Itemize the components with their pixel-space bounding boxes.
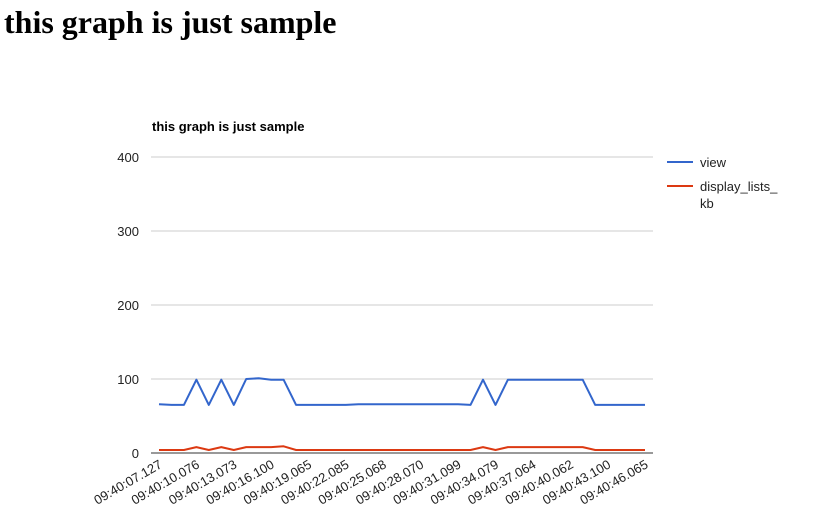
y-tick-label: 400	[117, 150, 139, 165]
page-heading: this graph is just sample	[4, 4, 337, 40]
series-line-view	[158, 377, 645, 406]
legend: view display_lists_ kb	[667, 155, 778, 211]
y-tick-label: 100	[117, 372, 139, 387]
y-tick-label: 300	[117, 224, 139, 239]
y-tick-label: 0	[132, 446, 139, 461]
y-tick-label: 200	[117, 298, 139, 313]
chart-title: this graph is just sample	[152, 119, 304, 134]
legend-label-display-lists-kb-cont: kb	[700, 196, 714, 211]
y-axis: 0 100 200 300 400	[117, 150, 139, 461]
legend-label-display-lists-kb: display_lists_	[700, 179, 778, 194]
series-lines	[158, 377, 645, 451]
x-axis: 09:40:07.12709:40:10.07609:40:13.07309:4…	[91, 457, 650, 508]
series-line-display-lists-kb	[159, 445, 645, 451]
legend-label-view: view	[700, 155, 727, 170]
gridlines	[151, 156, 653, 454]
